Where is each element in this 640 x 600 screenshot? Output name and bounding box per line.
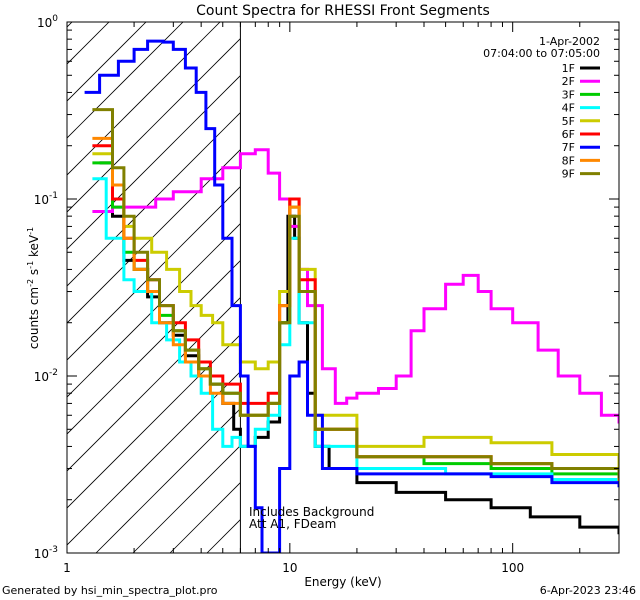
hatch-line (67, 38, 241, 213)
time-range-label: 07:04:00 to 07:05:00 (483, 47, 600, 60)
legend-label-7F: 7F (562, 141, 575, 154)
plot-frame (66, 21, 620, 554)
x-tick-label: 1 (63, 561, 71, 575)
annotation-background: Includes Background (249, 505, 374, 519)
series-line-2F (92, 148, 619, 424)
series-line-7F (84, 39, 619, 553)
chart-title: Count Spectra for RHESSI Front Segments (196, 3, 490, 19)
generated-by-label: Generated by hsi_min_spectra_plot.pro (2, 584, 218, 597)
x-axis-label: Energy (keV) (304, 575, 381, 589)
hatch-line (132, 445, 241, 553)
x-tick-label: 10 (282, 561, 297, 575)
legend-label-5F: 5F (562, 115, 575, 128)
hatch-line (67, 223, 241, 398)
legend-label-8F: 8F (562, 154, 575, 167)
axis-ticks (66, 21, 620, 554)
x-tick-label: 100 (501, 561, 524, 575)
hatch-line (67, 22, 110, 65)
series-line-5F (92, 152, 619, 470)
hatch-line (95, 408, 241, 553)
hatch-line (67, 297, 241, 472)
timestamp-label: 6-Apr-2023 23:46 (540, 584, 636, 597)
legend-label-6F: 6F (562, 128, 575, 141)
legend-label-1F: 1F (562, 62, 575, 75)
y-tick-label: 100 (37, 14, 58, 30)
hatch-line (67, 371, 241, 546)
y-tick-label: 10-1 (34, 191, 58, 207)
series-layer (84, 39, 619, 553)
legend-label-3F: 3F (562, 88, 575, 101)
svg-text:counts cm-2 s-1 keV-1: counts cm-2 s-1 keV-1 (26, 227, 41, 349)
date-label: 1-Apr-2002 (539, 35, 600, 48)
y-tick-label: 10-3 (34, 545, 58, 561)
hatch-line (67, 22, 147, 102)
series-line-9F (92, 108, 619, 479)
y-tick-label: 10-2 (34, 368, 58, 384)
y-axis-label: counts cm-2 s-1 keV-1 (26, 227, 41, 349)
hatch-line (67, 334, 241, 509)
annotation-attenuator: Att A1, FDeam (249, 517, 336, 531)
legend-label-4F: 4F (562, 102, 575, 115)
legend-label-2F: 2F (562, 75, 575, 88)
axis-tick-labels: 1 10 100 100 10-1 10-2 10-3 (34, 14, 524, 575)
hatch-line (67, 186, 241, 361)
hatch-line (67, 112, 241, 287)
legend-label-9F: 9F (562, 168, 575, 181)
hatch-line (67, 22, 221, 176)
hatch-line (67, 22, 184, 139)
